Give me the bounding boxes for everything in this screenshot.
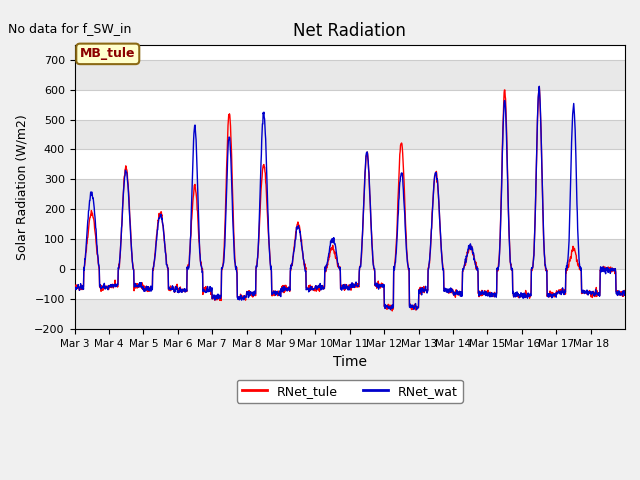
RNet_tule [480,290,488,296]
Text: No data for f_SW_in: No data for f_SW_in [8,22,132,35]
RNet_tule [621,290,629,296]
Title: Net Radiation: Net Radiation [293,22,406,40]
RNet_tule [614,291,622,297]
RNet_wat [621,288,629,294]
RNet_tule [70,284,78,289]
RNet_tule [157,210,164,216]
Line: RNet_tule: RNet_tule [74,87,625,311]
Text: MB_tule: MB_tule [80,48,136,60]
RNet_wat [157,211,164,217]
RNet_tule [536,84,543,90]
Legend: RNet_tule, RNet_wat: RNet_tule, RNet_wat [237,380,463,403]
RNet_wat [561,290,568,296]
RNet_wat [325,251,333,256]
Bar [74,300,625,329]
RNet_wat [335,264,343,270]
Bar [74,180,625,209]
Bar [74,240,625,269]
Y-axis label: Solar Radiation (W/m2): Solar Radiation (W/m2) [16,114,29,260]
X-axis label: Time: Time [333,355,367,369]
Bar [74,60,625,90]
RNet_tule [335,264,343,269]
RNet_tule [561,287,568,292]
RNet_wat [480,292,488,298]
RNet_wat [387,307,394,312]
RNet_wat [536,84,543,89]
Line: RNet_wat: RNet_wat [74,86,625,310]
RNet_wat [70,284,78,290]
RNet_tule [388,308,396,314]
RNet_tule [325,257,333,263]
Bar [74,120,625,149]
RNet_wat [614,292,622,298]
